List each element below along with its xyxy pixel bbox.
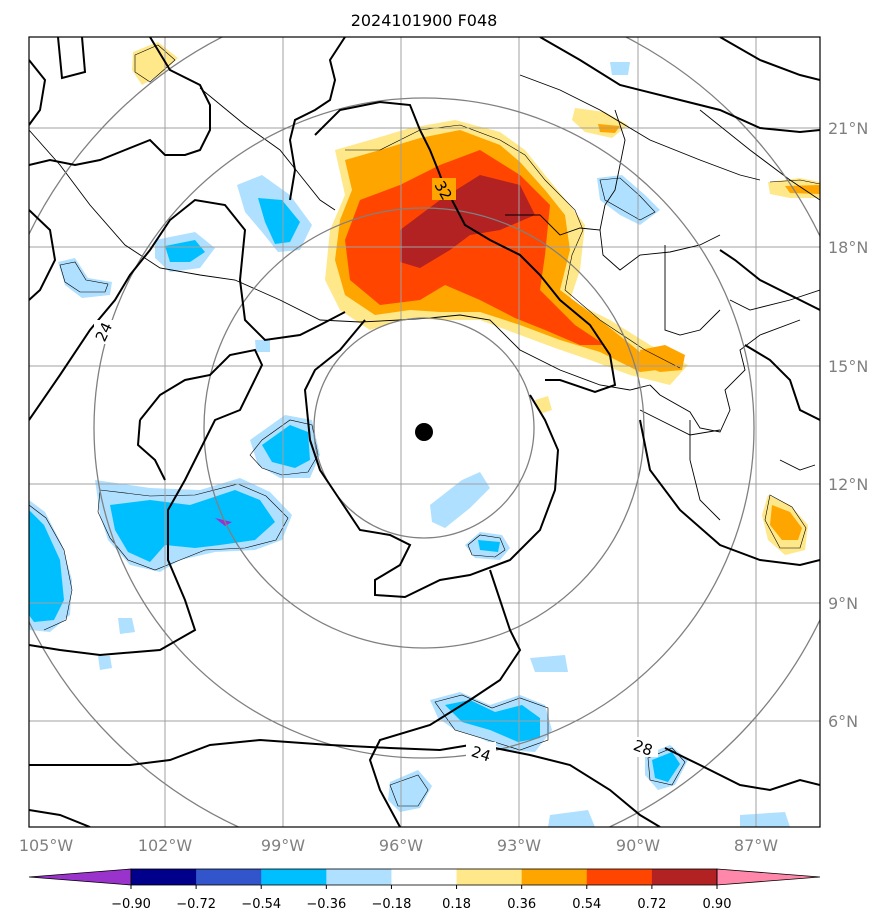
colorbar-swatch: [391, 869, 458, 885]
colorbar-tick-label: 0.18: [442, 897, 471, 912]
colorbar-tick-label: 0.72: [637, 897, 666, 912]
lon-label: 90°W: [616, 836, 660, 855]
positive-anomaly-shading: [132, 42, 820, 555]
colorbar-tick-label: −0.54: [241, 897, 281, 912]
lat-label: 15°N: [828, 357, 868, 376]
colorbar-tick-label: −0.18: [372, 897, 412, 912]
lat-label: 12°N: [828, 475, 868, 494]
lon-label: 87°W: [734, 836, 778, 855]
contour-label-24-south: 24: [469, 742, 493, 765]
colorbar-swatch: [521, 869, 588, 885]
colorbar-swatch: [651, 869, 718, 885]
lat-label: 18°N: [828, 238, 868, 257]
colorbar-tick-label: −0.72: [176, 897, 216, 912]
negative-anomaly-shading: [29, 62, 790, 827]
latitude-labels: 21°N 18°N 15°N 12°N 9°N 6°N: [828, 119, 868, 731]
colorbar-swatch: [456, 869, 523, 885]
colorbar-swatch: [586, 869, 653, 885]
map-title: 2024101900 F048: [351, 11, 498, 30]
lon-label: 102°W: [138, 836, 193, 855]
range-rings: [29, 37, 820, 827]
colorbar-swatch: [261, 869, 327, 885]
colorbar-swatch: [326, 869, 392, 885]
contour-label-28: 28: [631, 736, 655, 759]
lon-label: 99°W: [261, 836, 305, 855]
map-frame: [28, 36, 821, 828]
coastlines: [29, 74, 820, 521]
colorbar-tick-label: −0.90: [111, 897, 151, 912]
lon-label: 105°W: [19, 836, 74, 855]
colorbar-tick-label: 0.36: [507, 897, 536, 912]
anomaly-outlines: [29, 44, 820, 807]
lat-label: 21°N: [828, 119, 868, 138]
colorbar: −0.90 −0.72 −0.54 −0.36 −0.18 0.18 0.36 0.54 0.7…: [28, 868, 821, 912]
colorbar-tick-label: −0.36: [306, 897, 346, 912]
colorbar-swatch: [131, 869, 197, 885]
longitude-labels: 105°W 102°W 99°W 96°W 93°W 90°W 87°W: [19, 836, 778, 855]
colorbar-tick-label: 0.90: [703, 897, 732, 912]
thickness-contours: [29, 37, 820, 827]
storm-center-marker: [415, 423, 433, 441]
lat-label: 6°N: [828, 712, 858, 731]
colorbar-swatch: [196, 869, 262, 885]
map-gridlines: [29, 37, 820, 827]
contour-labels: 32 24 24 28: [92, 178, 658, 766]
lon-label: 96°W: [379, 836, 423, 855]
colorbar-extension-low: [29, 869, 131, 885]
map-plot-area: 32 24 24 28: [29, 37, 820, 827]
lon-label: 93°W: [497, 836, 541, 855]
lat-label: 9°N: [828, 594, 858, 613]
colorbar-extension-high: [717, 869, 820, 885]
colorbar-tick-label: 0.54: [572, 897, 601, 912]
